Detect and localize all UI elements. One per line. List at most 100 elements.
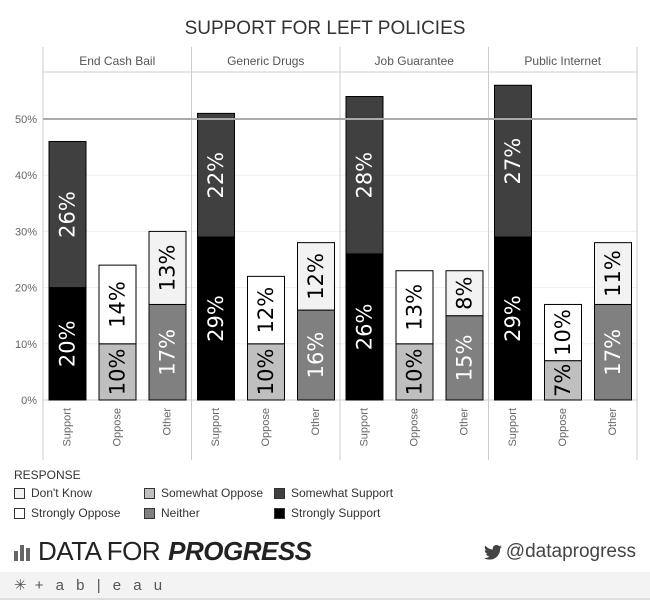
legend-label: Strongly Support [291,506,381,520]
chart-title: SUPPORT FOR LEFT POLICIES [184,18,466,39]
legend-swatch [274,507,285,519]
bar-segment [247,343,285,401]
x-tick-label: Support [507,408,519,447]
y-tick-label: 50% [15,114,37,126]
bar-segment [445,270,484,317]
x-tick-label: Other [459,408,471,436]
bar-segment [297,242,335,311]
panel-header: Public Internet [524,54,601,68]
legend-swatch [144,487,155,499]
data-label: 7% [551,364,575,397]
twitter-icon [483,544,502,560]
twitter-handle[interactable]: @dataprogress [483,541,636,563]
y-tick-label: 30% [15,226,37,238]
data-label: 29% [204,295,228,342]
tableau-logo[interactable]: ✳ + a b | e a u [14,576,166,594]
panel-header: Job Guarantee [375,54,455,68]
bar-segment [445,315,484,401]
x-tick-label: Oppose [260,408,272,447]
data-label: 17% [601,329,625,376]
legend-title: RESPONSE [14,468,81,482]
handle-text: @dataprogress [505,541,636,562]
y-tick-label: 10% [15,339,37,351]
x-tick-label: Support [359,408,371,447]
legend-item[interactable]: Strongly Oppose [14,506,144,520]
legend-item[interactable]: Somewhat Support [274,486,414,500]
legend-swatch [274,487,285,499]
data-label: 10% [106,349,130,396]
legend-label: Strongly Oppose [31,506,121,520]
data-label: 14% [106,281,130,328]
data-label: 10% [403,349,427,396]
x-tick-label: Oppose [112,408,124,447]
tableau-text: + a b | e a u [34,577,167,594]
y-tick-label: 0% [21,395,37,407]
bar-segment [345,253,384,401]
bar-segment [148,303,187,401]
legend-label: Somewhat Oppose [161,486,264,500]
x-tick-label: Support [62,408,74,447]
bar-segment [247,275,285,345]
bar-segment [197,112,235,238]
x-tick-label: Oppose [557,408,569,447]
bar-segment [594,303,632,401]
legend-item[interactable]: Don't Know [14,486,144,500]
tableau-footer: ✳ + a b | e a u [0,572,650,600]
legend-item[interactable]: Strongly Support [274,506,414,520]
tableau-icon: ✳ [14,577,27,594]
data-label: 22% [204,152,228,199]
data-label: 28% [353,152,377,199]
y-tick-label: 20% [15,283,37,295]
panel-header: End Cash Bail [79,54,155,68]
bar-segment [345,96,384,255]
panel-header: Generic Drugs [227,54,304,68]
data-label: 10% [254,349,278,396]
bar-segment [594,242,632,305]
data-label: 16% [304,332,328,379]
data-label: 15% [453,335,477,382]
brand-light: DATA FOR [38,536,161,566]
chart-area: 0% 10% 20% 30% 40% 50% End Cash Bail Generic Dr… [15,47,638,460]
data-label: 8% [453,277,477,310]
x-tick-label: Oppose [409,408,421,447]
bar-chart-icon [14,543,30,561]
y-tick-label: 40% [15,170,37,182]
bar-segment [544,303,582,362]
data-label: 12% [304,253,328,300]
bar-segment [98,264,137,345]
data-label: 17% [156,329,180,376]
bar-segment [297,309,335,401]
data-label: 13% [156,245,180,292]
x-tick-label: Other [607,408,619,436]
data-label: 26% [56,191,80,238]
legend: RESPONSE Don't Know Somewhat Oppose Somewh… [14,468,414,520]
brand-logo: DATA FOR PROGRESS [14,536,312,567]
x-tick-label: Support [210,408,222,447]
bar-segment [148,230,187,305]
legend-label: Somewhat Support [291,486,394,500]
legend-label: Don't Know [31,486,92,500]
legend-label: Neither [161,506,200,520]
legend-swatch [144,507,155,519]
x-tick-label: Other [162,408,174,436]
legend-swatch [14,487,25,499]
bar-segment [395,343,434,401]
data-label: 11% [601,250,625,297]
bar-segment [395,270,434,345]
data-label: 26% [353,304,377,351]
legend-swatch [14,507,25,519]
legend-item[interactable]: Neither [144,506,274,520]
data-label: 13% [403,284,427,331]
data-label: 20% [56,320,80,367]
data-label: 12% [254,287,278,334]
data-label: 29% [501,295,525,342]
data-label: 10% [551,309,575,356]
bar-segment [48,140,87,289]
bar-segment [98,343,137,401]
data-label: 27% [501,138,525,185]
bar-segment [494,236,532,401]
brand-bold: PROGRESS [168,536,312,566]
bar-segment [494,84,532,238]
legend-item[interactable]: Somewhat Oppose [144,486,274,500]
bar-segment [197,236,235,401]
